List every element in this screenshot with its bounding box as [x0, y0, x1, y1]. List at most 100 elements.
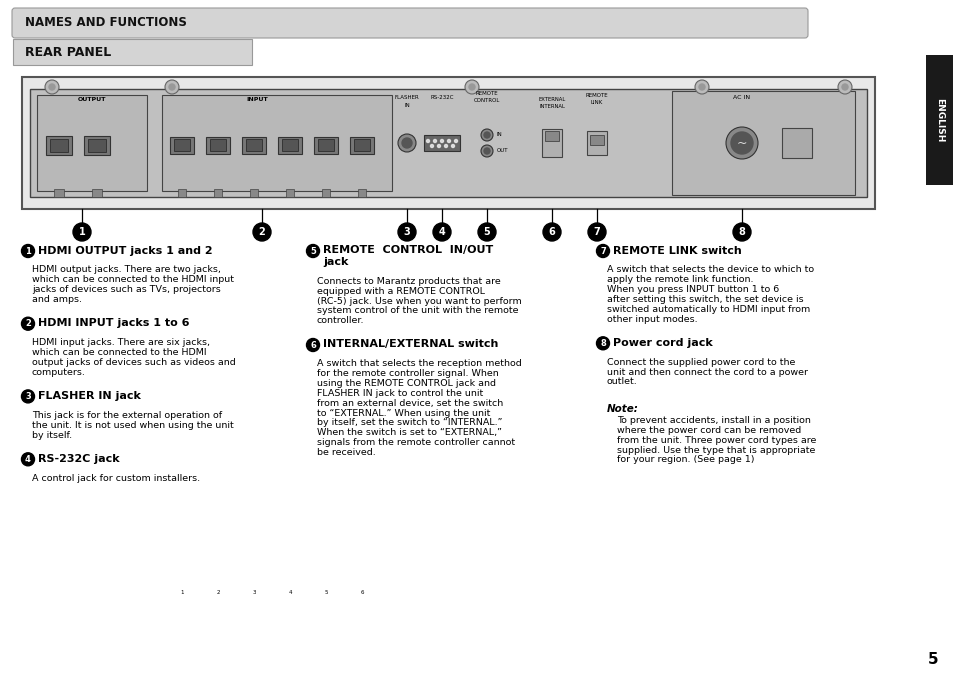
Text: FLASHER: FLASHER: [395, 95, 419, 100]
Text: 2: 2: [258, 227, 265, 237]
Circle shape: [430, 144, 433, 148]
FancyBboxPatch shape: [13, 39, 252, 65]
Text: 1: 1: [25, 246, 30, 256]
Text: 8: 8: [599, 339, 605, 348]
Text: A switch that selects the device to which to: A switch that selects the device to whic…: [606, 265, 813, 275]
Text: 4: 4: [288, 591, 292, 595]
Text: INTERNAL: INTERNAL: [538, 104, 564, 109]
Circle shape: [469, 84, 475, 90]
Circle shape: [480, 145, 493, 157]
Bar: [586, 131, 606, 155]
Text: When you press INPUT button 1 to 6: When you press INPUT button 1 to 6: [606, 285, 779, 294]
Bar: [250, 189, 257, 197]
Text: A switch that selects the reception method: A switch that selects the reception meth…: [316, 360, 521, 369]
Circle shape: [397, 223, 416, 241]
Text: controller.: controller.: [316, 316, 364, 325]
Text: IN: IN: [497, 132, 502, 138]
Circle shape: [480, 129, 493, 141]
Bar: [46, 136, 71, 155]
Circle shape: [483, 148, 490, 154]
Bar: [544, 131, 558, 141]
Text: from the unit. Three power cord types are: from the unit. Three power cord types ar…: [617, 436, 816, 445]
Text: after setting this switch, the set device is: after setting this switch, the set devic…: [606, 295, 802, 304]
Circle shape: [169, 84, 174, 90]
Text: HDMI input jacks. There are six jacks,: HDMI input jacks. There are six jacks,: [32, 338, 210, 347]
Text: 5: 5: [926, 652, 937, 667]
Bar: [671, 91, 854, 195]
Text: 3: 3: [403, 227, 410, 237]
Bar: [286, 189, 294, 197]
Bar: [84, 136, 110, 155]
Text: 5: 5: [324, 591, 328, 595]
Circle shape: [306, 338, 319, 352]
Bar: [314, 137, 337, 154]
Text: 2: 2: [216, 591, 219, 595]
Text: apply the remote link function.: apply the remote link function.: [606, 275, 753, 284]
Text: signals from the remote controller cannot: signals from the remote controller canno…: [316, 438, 515, 447]
Text: the unit. It is not used when using the unit: the unit. It is not used when using the …: [32, 421, 233, 430]
Circle shape: [725, 127, 758, 159]
Circle shape: [306, 244, 319, 257]
Circle shape: [730, 132, 752, 154]
Text: for your region. (See page 1): for your region. (See page 1): [617, 456, 754, 464]
Text: 3: 3: [252, 591, 255, 595]
Text: and amps.: and amps.: [32, 295, 82, 304]
Text: REMOTE LINK switch: REMOTE LINK switch: [613, 246, 741, 256]
Text: other input modes.: other input modes.: [606, 315, 697, 323]
Circle shape: [433, 140, 436, 142]
Text: REMOTE: REMOTE: [585, 93, 608, 98]
Text: equipped with a REMOTE CONTROL: equipped with a REMOTE CONTROL: [316, 287, 484, 296]
Bar: [357, 189, 366, 197]
Bar: [210, 139, 226, 151]
Circle shape: [477, 223, 496, 241]
Bar: [541, 129, 561, 157]
Circle shape: [437, 144, 440, 148]
Circle shape: [451, 144, 454, 148]
Text: for the remote controller signal. When: for the remote controller signal. When: [316, 369, 498, 378]
Text: 1: 1: [180, 591, 184, 595]
Text: REMOTE  CONTROL  IN/OUT: REMOTE CONTROL IN/OUT: [323, 246, 493, 256]
Text: unit and then connect the cord to a power: unit and then connect the cord to a powe…: [606, 368, 807, 377]
Bar: [206, 137, 230, 154]
Circle shape: [841, 84, 847, 90]
Text: A control jack for custom installers.: A control jack for custom installers.: [32, 474, 200, 483]
Circle shape: [447, 140, 450, 142]
Circle shape: [440, 140, 443, 142]
Circle shape: [22, 317, 34, 330]
Circle shape: [542, 223, 560, 241]
Circle shape: [73, 223, 91, 241]
Text: RS-232C: RS-232C: [430, 95, 454, 100]
Text: EXTERNAL: EXTERNAL: [537, 97, 565, 102]
Text: Connect the supplied power cord to the: Connect the supplied power cord to the: [606, 358, 795, 367]
Circle shape: [695, 80, 708, 94]
Text: output jacks of devices such as videos and: output jacks of devices such as videos a…: [32, 358, 235, 367]
Text: AC IN: AC IN: [733, 95, 750, 100]
Circle shape: [49, 84, 55, 90]
Text: This jack is for the external operation of: This jack is for the external operation …: [32, 411, 222, 420]
Text: CONTROL: CONTROL: [474, 98, 499, 103]
Circle shape: [22, 390, 34, 403]
Bar: [30, 89, 866, 197]
Circle shape: [444, 144, 447, 148]
Circle shape: [426, 140, 429, 142]
Text: 6: 6: [360, 591, 363, 595]
Bar: [350, 137, 374, 154]
Text: using the REMOTE CONTROL jack and: using the REMOTE CONTROL jack and: [316, 379, 496, 388]
Text: FLASHER IN jack to control the unit: FLASHER IN jack to control the unit: [316, 389, 483, 398]
Bar: [213, 189, 222, 197]
Circle shape: [45, 80, 59, 94]
Text: switched automatically to HDMI input from: switched automatically to HDMI input fro…: [606, 304, 809, 314]
Circle shape: [253, 223, 271, 241]
Bar: [282, 139, 297, 151]
Text: NAMES AND FUNCTIONS: NAMES AND FUNCTIONS: [25, 16, 187, 30]
Text: HDMI INPUT jacks 1 to 6: HDMI INPUT jacks 1 to 6: [38, 318, 190, 328]
Bar: [277, 137, 302, 154]
Bar: [322, 189, 330, 197]
Circle shape: [165, 80, 179, 94]
Bar: [37, 95, 147, 191]
Text: OUTPUT: OUTPUT: [78, 97, 106, 102]
Text: LINK: LINK: [590, 100, 602, 105]
Text: by itself.: by itself.: [32, 431, 72, 439]
Text: by itself, set the switch to “INTERNAL.”: by itself, set the switch to “INTERNAL.”: [316, 418, 502, 427]
Bar: [423, 135, 459, 151]
